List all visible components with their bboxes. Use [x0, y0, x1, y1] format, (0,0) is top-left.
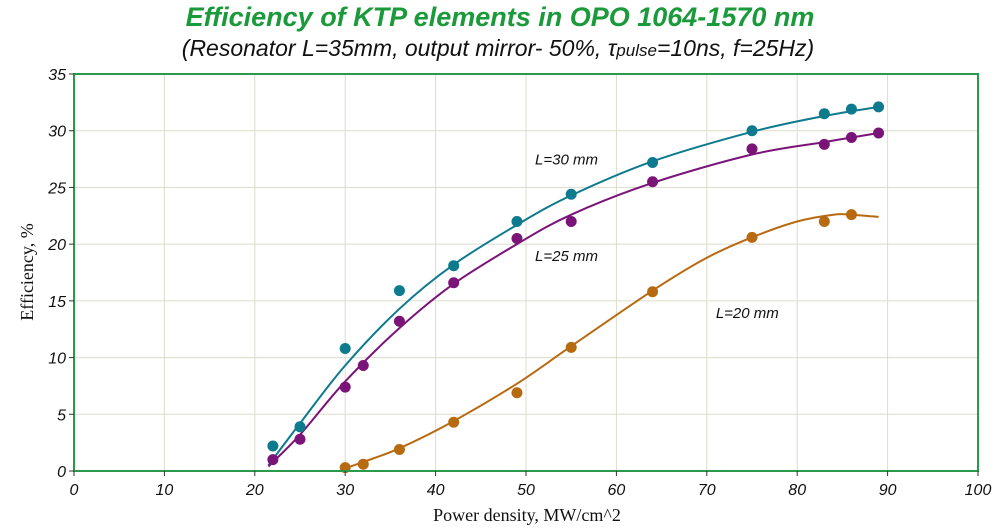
subtitle-suffix: =10ns, f=25Hz): [657, 35, 814, 61]
data-point-series-1: [845, 132, 857, 144]
series-label-1: L=25 mm: [535, 248, 598, 265]
data-point-series-1: [873, 127, 885, 139]
x-tick-label: 90: [879, 482, 897, 499]
series-label-2: L=20 mm: [716, 305, 779, 322]
data-point-series-0: [647, 156, 659, 168]
x-tick-label: 100: [965, 482, 992, 499]
data-point-series-1: [818, 138, 830, 150]
x-axis-label: Power density, MW/cm^2: [433, 505, 621, 525]
data-point-series-2: [448, 416, 460, 428]
chart-title: Efficiency of KTP elements in OPO 1064-1…: [186, 2, 815, 32]
subtitle-tau: τ: [608, 35, 618, 61]
data-point-series-2: [511, 387, 523, 399]
gridlines: [73, 73, 979, 472]
y-tick-label: 15: [48, 294, 66, 311]
chart-subtitle: (Resonator L=35mm, output mirror- 50%, τ…: [182, 35, 814, 61]
data-point-series-1: [339, 381, 351, 393]
series-label-0: L=30 mm: [535, 152, 598, 169]
y-tick-label: 30: [48, 124, 66, 141]
x-tick-label: 70: [698, 482, 716, 499]
data-point-series-1: [267, 454, 279, 466]
data-point-series-1: [448, 277, 460, 289]
data-point-series-2: [746, 231, 758, 243]
data-point-series-1: [511, 232, 523, 244]
data-point-series-2: [357, 458, 369, 470]
data-point-series-0: [294, 421, 306, 433]
y-tick-label: 5: [57, 407, 66, 424]
x-tick-label: 60: [608, 482, 626, 499]
data-point-series-0: [818, 108, 830, 120]
series-labels: L=30 mm L=25 mm L=20 mm: [535, 152, 779, 322]
data-point-series-0: [845, 103, 857, 115]
x-tick-label: 20: [245, 482, 264, 499]
data-point-series-2: [393, 443, 405, 455]
data-points: [267, 101, 885, 474]
x-tick-label: 50: [517, 482, 535, 499]
x-tick-label: 80: [788, 482, 806, 499]
data-point-series-0: [873, 101, 885, 113]
x-tick-label: 0: [70, 482, 79, 499]
y-tick-label: 10: [48, 351, 66, 368]
data-point-series-0: [339, 342, 351, 354]
fit-curve-series-1: [267, 132, 879, 468]
data-point-series-1: [294, 433, 306, 445]
y-tick-label: 35: [48, 67, 66, 84]
subtitle-prefix: (Resonator L=35mm, output mirror- 50%,: [182, 35, 608, 61]
data-point-series-0: [267, 440, 279, 452]
y-axis-label: Efficiency, %: [17, 223, 37, 320]
x-tick-label: 40: [427, 482, 445, 499]
y-tick-label: 20: [47, 237, 66, 254]
data-point-series-0: [746, 125, 758, 137]
data-point-series-1: [565, 215, 577, 227]
x-tick-label: 30: [336, 482, 354, 499]
y-tick-label: 25: [47, 180, 66, 197]
fit-curve-series-2: [340, 213, 879, 471]
data-point-series-2: [647, 286, 659, 298]
data-point-series-0: [565, 188, 577, 200]
subtitle-tau-sub: pulse: [615, 41, 657, 60]
tick-labels: 0 10 20 30 40 50 60 70 80 90 100 0 5 10 15 20 25 30 35: [47, 67, 991, 499]
data-point-series-0: [448, 260, 460, 272]
data-point-series-0: [393, 285, 405, 297]
data-point-series-1: [647, 176, 659, 188]
data-point-series-2: [845, 209, 857, 221]
data-point-series-1: [357, 360, 369, 372]
data-point-series-2: [818, 215, 830, 227]
data-point-series-2: [565, 341, 577, 353]
data-point-series-0: [511, 215, 523, 227]
data-point-series-1: [393, 315, 405, 327]
data-point-series-1: [746, 143, 758, 155]
y-tick-label: 0: [57, 464, 66, 481]
x-tick-label: 10: [156, 482, 174, 499]
